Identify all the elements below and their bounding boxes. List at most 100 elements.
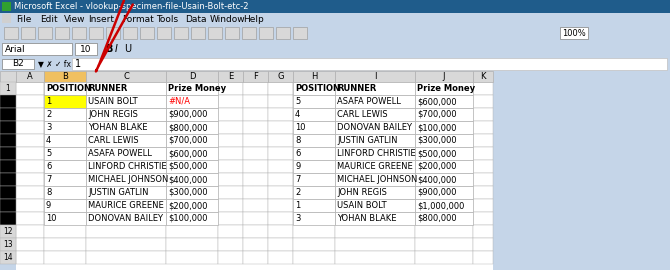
Bar [218, 82, 243, 95]
Bar [335, 173, 415, 186]
Text: 5: 5 [295, 97, 300, 106]
Bar [473, 71, 493, 82]
Bar [86, 225, 166, 238]
Bar [86, 134, 166, 147]
Bar [166, 147, 218, 160]
Bar [243, 95, 268, 108]
Bar [335, 108, 415, 121]
Bar [415, 173, 473, 186]
Bar [268, 95, 293, 108]
Bar [335, 147, 415, 160]
Text: $200,000: $200,000 [417, 162, 456, 171]
Text: Insert: Insert [88, 15, 115, 23]
Bar [243, 173, 268, 186]
Bar [268, 147, 293, 160]
Bar [44, 238, 86, 251]
Bar [0, 134, 16, 147]
Text: CARL LEWIS: CARL LEWIS [337, 110, 388, 119]
Text: 1: 1 [295, 201, 300, 210]
Bar [166, 134, 218, 147]
Bar [166, 82, 218, 95]
Text: D: D [189, 72, 195, 81]
Bar [16, 121, 44, 134]
Text: $700,000: $700,000 [417, 110, 457, 119]
Bar [0, 108, 16, 121]
Bar [0, 160, 16, 173]
Text: 10: 10 [80, 45, 92, 53]
Bar [243, 212, 268, 225]
Bar [335, 134, 415, 147]
Bar [415, 160, 473, 173]
Bar [166, 199, 218, 212]
Bar [415, 173, 473, 186]
Bar [335, 199, 415, 212]
Text: F: F [253, 72, 258, 81]
Bar [243, 160, 268, 173]
Bar [268, 121, 293, 134]
Bar [75, 43, 97, 55]
Text: $400,000: $400,000 [168, 175, 208, 184]
Text: YOHAN BLAKE: YOHAN BLAKE [88, 123, 147, 132]
Bar [259, 27, 273, 39]
Bar [106, 27, 120, 39]
Bar [473, 108, 493, 121]
Bar [0, 121, 16, 134]
Bar [44, 121, 86, 134]
Bar [44, 212, 86, 225]
Bar [86, 121, 166, 134]
Bar [166, 108, 218, 121]
Text: Prize Money: Prize Money [168, 84, 226, 93]
Bar [335, 160, 415, 173]
Text: Data: Data [185, 15, 207, 23]
Text: RUNNER: RUNNER [88, 84, 127, 93]
Text: 2: 2 [46, 110, 51, 119]
Bar [218, 121, 243, 134]
Text: POSITION: POSITION [295, 84, 340, 93]
Bar [166, 199, 218, 212]
Bar [335, 160, 415, 173]
Bar [2, 43, 72, 55]
Bar [473, 225, 493, 238]
Bar [44, 186, 86, 199]
Bar [44, 160, 86, 173]
Bar [293, 82, 335, 95]
Bar [16, 147, 44, 160]
Bar [293, 160, 335, 173]
Bar [268, 225, 293, 238]
Bar [415, 212, 473, 225]
Bar [335, 71, 415, 82]
Bar [218, 108, 243, 121]
Bar [166, 173, 218, 186]
Text: A: A [27, 72, 33, 81]
Bar [44, 173, 86, 186]
Bar [415, 160, 473, 173]
Text: LINFORD CHRISTIE: LINFORD CHRISTIE [337, 149, 415, 158]
Text: 8: 8 [46, 188, 52, 197]
Bar [268, 82, 293, 95]
Bar [44, 160, 86, 173]
Bar [335, 108, 415, 121]
Bar [225, 27, 239, 39]
Bar [218, 134, 243, 147]
Text: 12: 12 [3, 227, 13, 236]
Bar [0, 25, 670, 41]
Text: Format: Format [123, 15, 154, 23]
Bar [415, 121, 473, 134]
Bar [86, 108, 166, 121]
Bar [218, 95, 243, 108]
Text: ASAFA POWELL: ASAFA POWELL [337, 97, 401, 106]
Bar [293, 251, 335, 264]
Text: JOHN REGIS: JOHN REGIS [88, 110, 138, 119]
Bar [44, 108, 86, 121]
Bar [335, 186, 415, 199]
Bar [16, 71, 44, 82]
Bar [415, 71, 473, 82]
Text: $300,000: $300,000 [168, 188, 208, 197]
Bar [191, 27, 205, 39]
Bar [218, 199, 243, 212]
Bar [166, 212, 218, 225]
Bar [89, 27, 103, 39]
Bar [335, 212, 415, 225]
Bar [166, 173, 218, 186]
Bar [86, 82, 166, 95]
